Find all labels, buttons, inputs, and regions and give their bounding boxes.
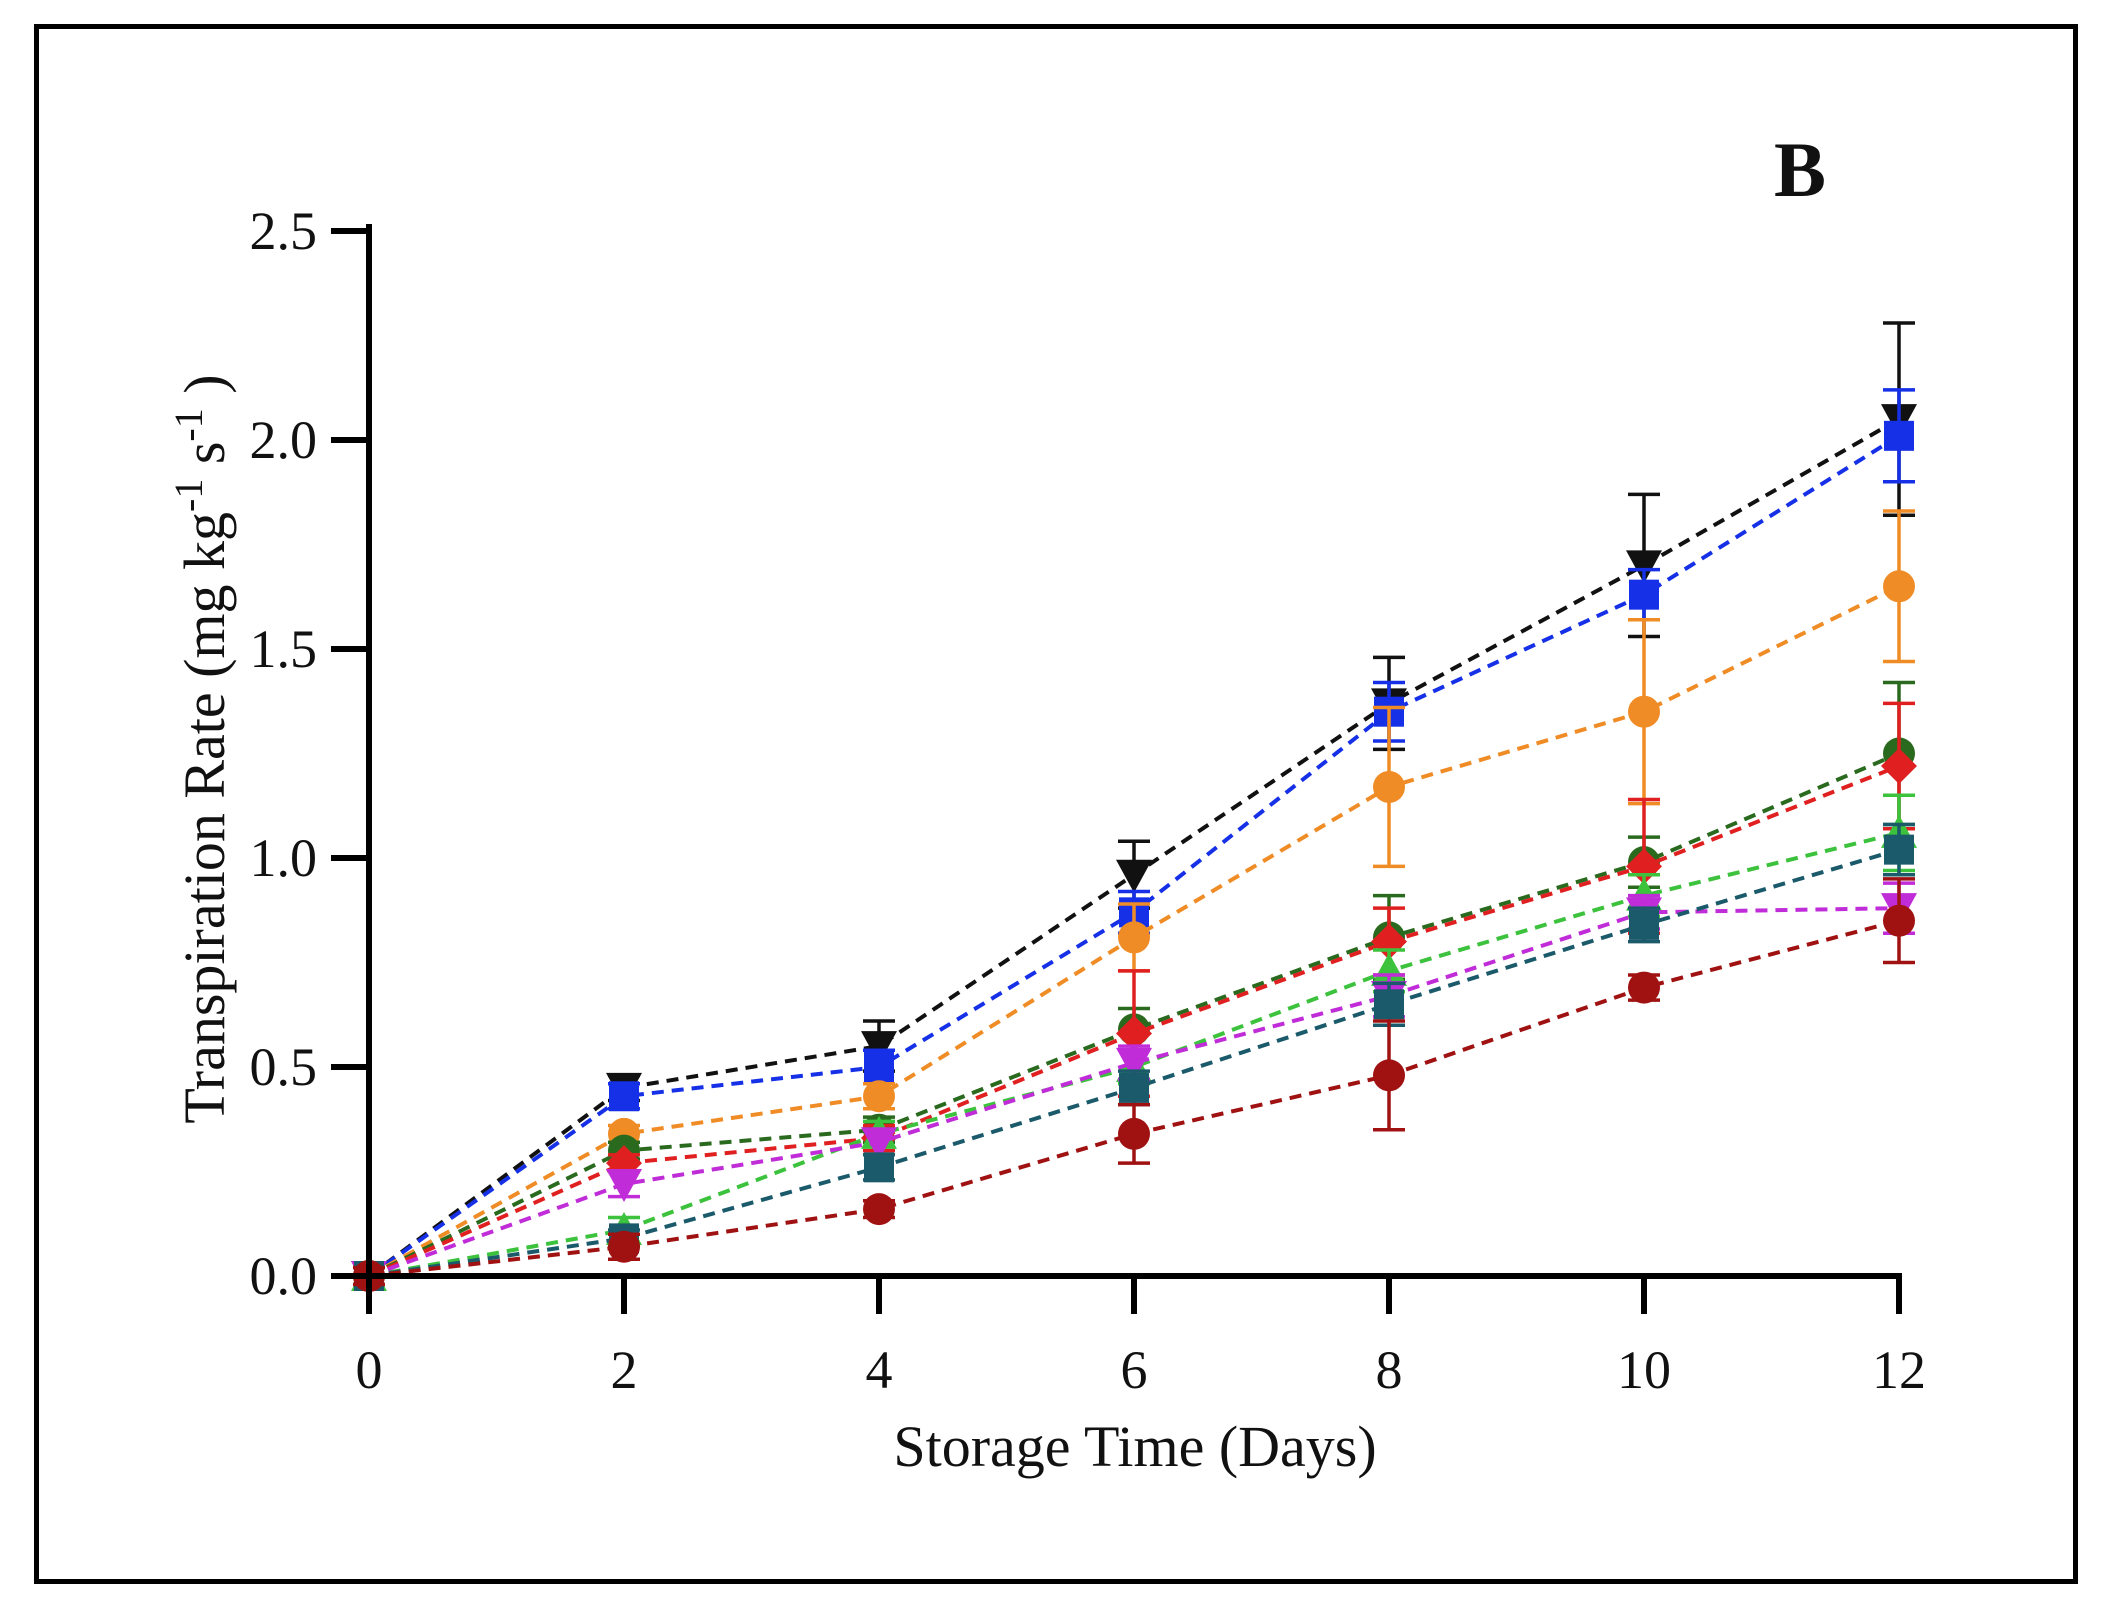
- data-point-magenta: [861, 1127, 897, 1161]
- x-tick-label: 6: [1121, 1340, 1148, 1400]
- y-axis-label-main: Transpiration Rate (mg kg: [172, 512, 237, 1124]
- data-point-red: [1881, 748, 1917, 785]
- y-tick-label: 1.5: [250, 619, 318, 679]
- y-tick-label: 0.5: [250, 1037, 318, 1097]
- data-point-dark-red: [1883, 904, 1915, 937]
- y-axis-label-mid: s: [172, 442, 237, 479]
- panel-label: B: [1774, 126, 1826, 213]
- data-point-black: [861, 1031, 897, 1065]
- data-point-magenta: [606, 1169, 642, 1203]
- x-axis-label: Storage Time (Days): [893, 1414, 1376, 1479]
- y-axis-label-end: ): [172, 374, 237, 408]
- y-axis-label-sup1: -1: [166, 479, 211, 512]
- data-point-black: [1116, 859, 1152, 893]
- x-tick-label: 0: [356, 1340, 383, 1400]
- chart: B 0 2 4 6 8 10 12 0.0 0.5 1.0 1.5 2.0 2.5 Storage T…: [166, 126, 1926, 1479]
- data-point-teal: [1629, 909, 1659, 940]
- series-red: [351, 701, 1917, 1294]
- data-point-teal: [1374, 989, 1404, 1020]
- data-point-dark-red: [1118, 1117, 1150, 1150]
- data-point-dark-red: [1628, 971, 1660, 1004]
- figure-frame: B 0 2 4 6 8 10 12 0.0 0.5 1.0 1.5 2.0 2.5 Storage T…: [34, 24, 2078, 1584]
- x-axis-ticks: 0 2 4 6 8 10 12: [356, 1276, 1926, 1400]
- y-axis-ticks: 0.0 0.5 1.0 1.5 2.0 2.5: [250, 201, 369, 1306]
- data-point-dark-red: [863, 1193, 895, 1226]
- data-point-orange: [1373, 770, 1405, 803]
- y-tick-label: 0.0: [250, 1246, 318, 1306]
- y-tick-label: 1.0: [250, 828, 318, 888]
- data-point-blue: [1884, 420, 1914, 451]
- data-point-blue: [864, 1052, 894, 1082]
- data-point-dark-red: [608, 1230, 640, 1263]
- data-point-magenta: [1116, 1047, 1152, 1081]
- series-dark-red: [353, 877, 1915, 1292]
- y-tick-label: 2.0: [250, 410, 318, 470]
- y-tick-label: 2.5: [250, 201, 318, 261]
- x-tick-label: 4: [866, 1340, 893, 1400]
- y-axis-label: Transpiration Rate (mg kg-1 s-1 ): [166, 374, 237, 1123]
- data-point-orange: [1118, 921, 1150, 954]
- x-tick-label: 12: [1872, 1340, 1926, 1400]
- data-point-blue: [1629, 579, 1659, 610]
- data-point-orange: [1883, 570, 1915, 603]
- data-point-teal: [1119, 1072, 1149, 1103]
- data-point-teal: [864, 1152, 894, 1183]
- y-axis-label-sup2: -1: [166, 408, 211, 441]
- data-point-orange: [863, 1080, 895, 1113]
- data-point-blue: [609, 1081, 639, 1112]
- data-point-green: [1371, 952, 1407, 986]
- data-point-black: [1626, 550, 1662, 584]
- data-point-red: [1116, 1015, 1152, 1052]
- data-point-dark-red: [1373, 1059, 1405, 1092]
- data-point-orange: [1628, 695, 1660, 728]
- x-tick-label: 8: [1376, 1340, 1403, 1400]
- x-tick-label: 10: [1617, 1340, 1671, 1400]
- x-tick-label: 2: [611, 1340, 638, 1400]
- plot-area: [351, 321, 1917, 1294]
- data-point-teal: [1884, 834, 1914, 865]
